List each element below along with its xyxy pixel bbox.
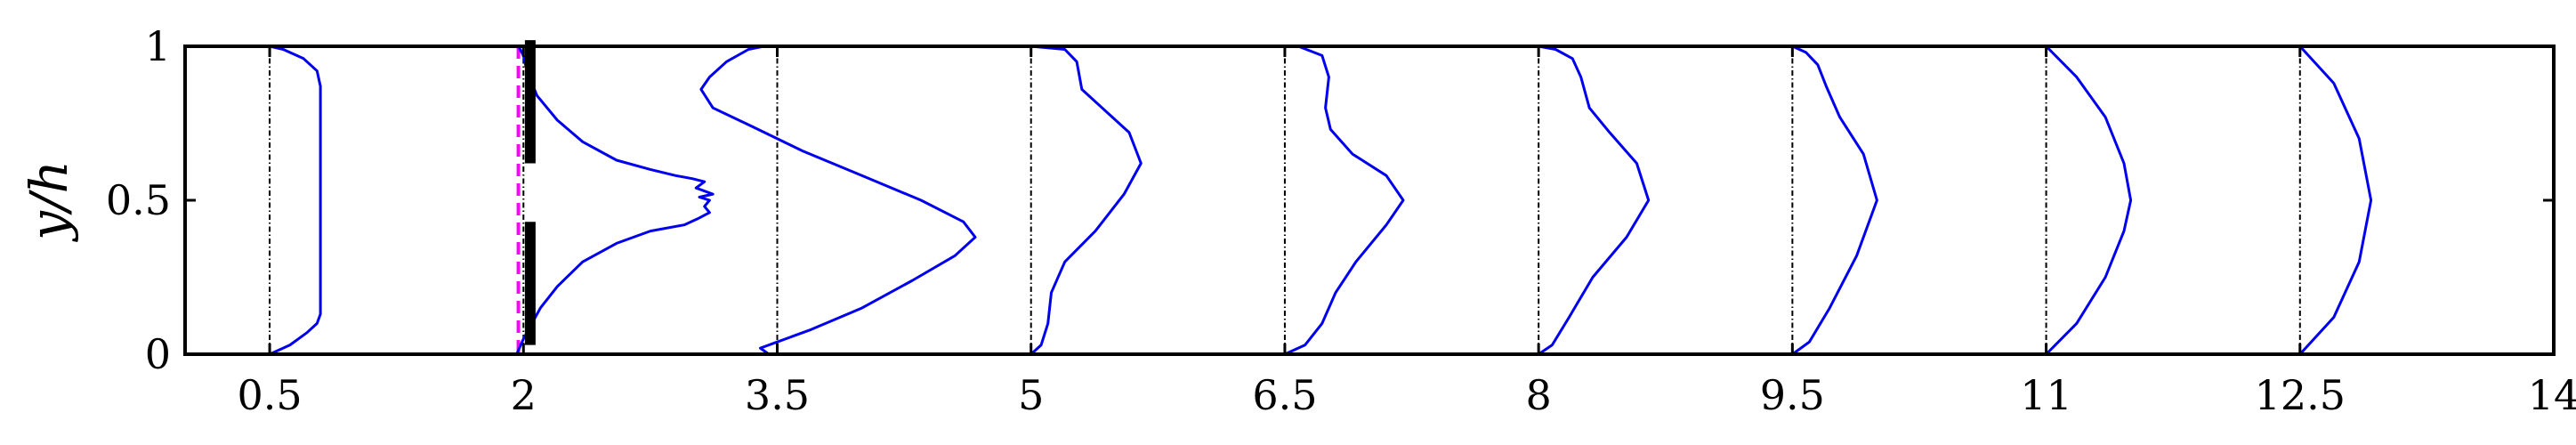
profile-line-5: [1284, 44, 1405, 356]
profile-line-1: [269, 44, 322, 356]
profile-line-8: [2045, 44, 2133, 356]
x-tick-label-8: 11: [2020, 371, 2072, 419]
profile-line-6: [1538, 44, 1651, 356]
x-tick-label-10: 14: [2528, 371, 2576, 419]
x-tick-label-1: 0.5: [237, 371, 302, 419]
profile-line-9: [2298, 44, 2373, 356]
chart-marks: [269, 40, 2373, 356]
x-tick-label-7: 9.5: [1760, 371, 1825, 419]
profile-line-2: [515, 45, 715, 355]
profile-line-4: [1030, 44, 1143, 356]
profile-line-7: [1791, 44, 1878, 356]
x-tick-label-2: 2: [511, 371, 537, 419]
x-tick-label-3: 3.5: [745, 371, 810, 419]
ticks: 0.5 2 3.5 5 6.5 8 9.5 11 12.5 14 0 0.5 1: [106, 22, 2576, 419]
profile-line-3: [699, 44, 977, 356]
y-axis-label: y/h: [19, 160, 79, 243]
x-tick-label-4: 5: [1018, 371, 1044, 419]
x-tick-label-5: 6.5: [1252, 371, 1317, 419]
y-tick-label-2: 0.5: [106, 176, 171, 224]
x-tick-label-6: 8: [1526, 371, 1552, 419]
y-tick-label-3: 1: [145, 22, 171, 70]
x-tick-label-9: 12.5: [2255, 371, 2346, 419]
y-tick-label-1: 0: [145, 330, 171, 378]
